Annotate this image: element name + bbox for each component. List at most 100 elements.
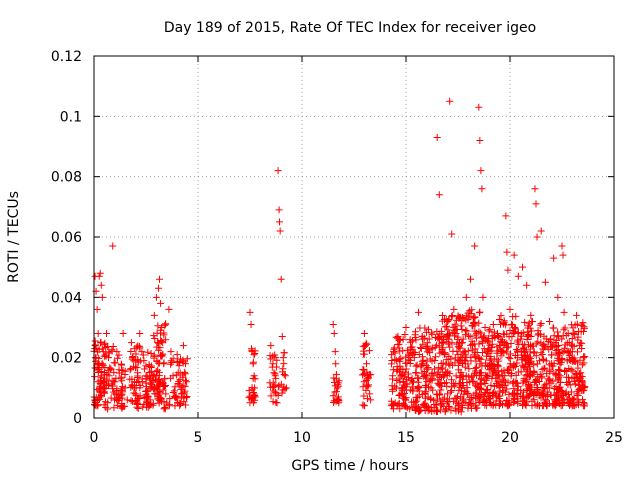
data-point <box>281 372 289 380</box>
data-point <box>428 329 436 337</box>
data-point <box>276 218 284 226</box>
data-point <box>462 293 470 301</box>
data-point <box>402 365 410 373</box>
data-point <box>104 399 112 407</box>
data-point <box>395 355 403 363</box>
data-point <box>532 340 540 348</box>
data-point <box>509 313 517 321</box>
data-point <box>431 343 439 351</box>
data-point <box>412 336 420 344</box>
data-point <box>271 351 279 359</box>
data-point <box>537 227 545 235</box>
data-point <box>113 401 121 409</box>
data-point <box>526 324 534 332</box>
data-point <box>272 374 280 382</box>
data-point <box>136 330 144 338</box>
data-point <box>134 405 142 413</box>
data-point <box>563 367 571 375</box>
data-point <box>176 376 184 384</box>
data-point <box>150 311 158 319</box>
data-point <box>564 330 572 338</box>
data-point <box>547 335 555 343</box>
data-point <box>160 382 168 390</box>
data-point <box>465 365 473 373</box>
data-point <box>450 305 458 313</box>
data-point <box>538 351 546 359</box>
data-point <box>418 369 426 377</box>
data-point <box>558 388 566 396</box>
data-point <box>580 399 588 407</box>
data-point <box>162 390 170 398</box>
data-point <box>279 354 287 362</box>
data-point <box>443 356 451 364</box>
data-point <box>438 312 446 320</box>
data-point <box>161 375 169 383</box>
data-point <box>578 361 586 369</box>
data-point <box>515 340 523 348</box>
data-point <box>480 345 488 353</box>
data-point <box>152 293 160 301</box>
data-point <box>531 377 539 385</box>
data-point <box>329 392 337 400</box>
data-point <box>466 378 474 386</box>
data-point <box>179 342 187 350</box>
data-point <box>539 390 547 398</box>
data-point <box>433 407 441 415</box>
data-point <box>448 376 456 384</box>
data-point <box>460 348 468 356</box>
data-point <box>415 374 423 382</box>
data-point <box>99 385 107 393</box>
data-point <box>161 322 169 330</box>
data-point <box>499 330 507 338</box>
data-point <box>412 362 420 370</box>
data-point <box>99 348 107 356</box>
data-point <box>423 365 431 373</box>
data-point <box>147 363 155 371</box>
data-point <box>154 395 162 403</box>
data-point <box>361 342 369 350</box>
data-point <box>270 369 278 377</box>
data-point <box>443 330 451 338</box>
data-point <box>558 354 566 362</box>
data-point <box>113 354 121 362</box>
data-point <box>269 360 277 368</box>
data-point <box>270 383 278 391</box>
data-point <box>441 323 449 331</box>
data-point <box>548 351 556 359</box>
data-point <box>95 345 103 353</box>
data-point <box>545 384 553 392</box>
data-point <box>539 355 547 363</box>
data-point <box>280 360 288 368</box>
data-point <box>527 311 535 319</box>
data-point <box>525 331 533 339</box>
data-point <box>138 348 146 356</box>
data-point <box>419 360 427 368</box>
data-point <box>458 382 466 390</box>
data-point <box>452 372 460 380</box>
data-point <box>448 312 456 320</box>
data-point <box>128 354 136 362</box>
data-point <box>395 391 403 399</box>
data-point <box>159 339 167 347</box>
data-point <box>477 329 485 337</box>
data-point <box>458 339 466 347</box>
data-point <box>142 372 150 380</box>
data-point <box>560 308 568 316</box>
data-point <box>439 339 447 347</box>
data-point <box>497 312 505 320</box>
data-point <box>481 379 489 387</box>
data-point <box>364 372 372 380</box>
data-point <box>247 320 255 328</box>
data-point <box>407 386 415 394</box>
data-point <box>413 361 421 369</box>
data-point <box>445 316 453 324</box>
data-point <box>468 306 476 314</box>
data-point <box>153 329 161 337</box>
data-point <box>467 373 475 381</box>
y-tick-label: 0 <box>73 411 82 427</box>
data-point <box>570 342 578 350</box>
data-point <box>448 339 456 347</box>
data-point <box>546 375 554 383</box>
data-point <box>273 363 281 371</box>
data-point <box>559 251 567 259</box>
